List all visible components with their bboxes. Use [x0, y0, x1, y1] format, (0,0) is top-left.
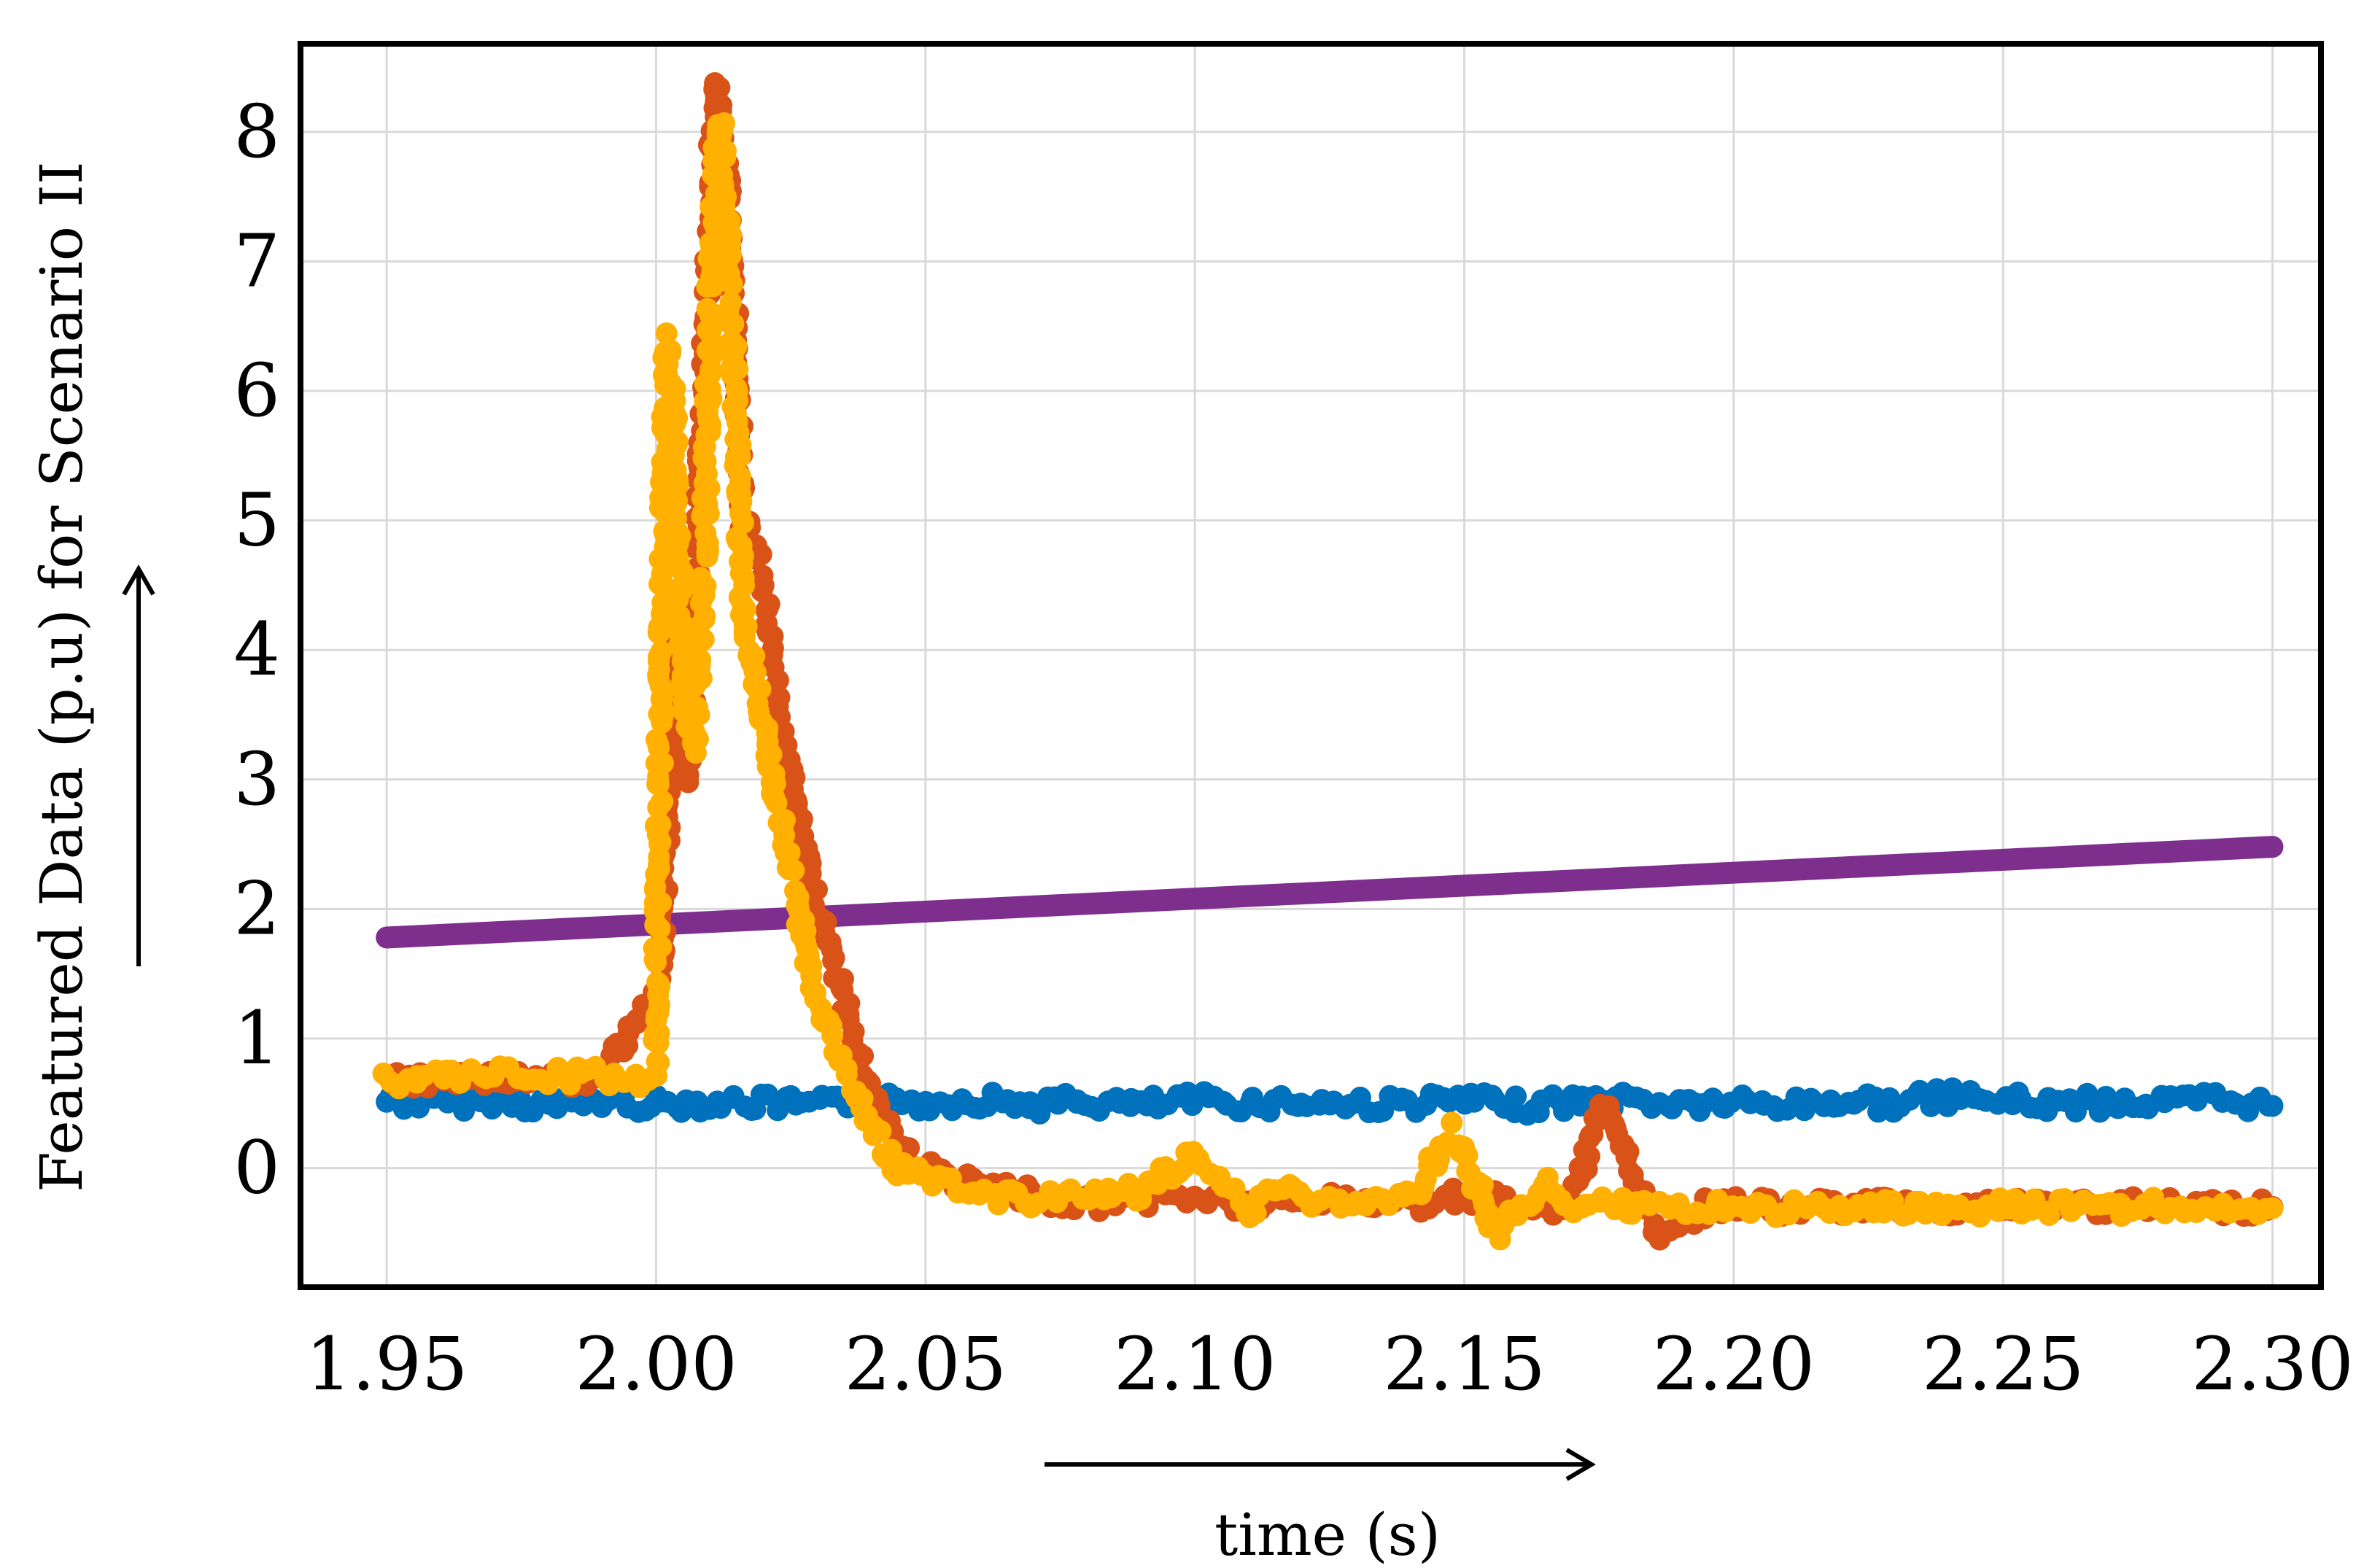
x-tick-label: 2.05 [845, 1321, 1007, 1407]
y-tick-label: 3 [233, 737, 280, 822]
series-line [376, 836, 2284, 949]
data-point [1244, 1202, 1267, 1224]
data-point [745, 677, 767, 699]
plot-frame [298, 41, 2324, 1290]
data-point [696, 298, 718, 320]
y-axis-arrow-head [122, 564, 155, 596]
data-point [699, 362, 721, 385]
y-tick-label: 1 [233, 995, 280, 1081]
x-tick-label: 2.15 [1383, 1321, 1546, 1407]
data-point [773, 824, 796, 847]
data-point [869, 1119, 892, 1142]
series-3 [372, 112, 2284, 1251]
y-tick-label: 0 [233, 1125, 280, 1211]
data-point [2261, 1197, 2284, 1219]
y-tick-label: 6 [233, 348, 280, 433]
data-point [694, 522, 717, 545]
data-point [651, 790, 674, 812]
data-point [672, 646, 694, 669]
data-point [1456, 1144, 1479, 1167]
tick-layer: 1.95 2.00 2.05 2.10 2.15 2.20 2.25 2.30 0 1 2 3 4 5 6 7… [233, 89, 2353, 1407]
data-point [1441, 1111, 1463, 1134]
data-point [732, 567, 755, 589]
data-point [647, 733, 670, 756]
data-point [722, 313, 745, 335]
data-point [823, 947, 845, 969]
data-point [714, 146, 737, 168]
data-point [689, 567, 712, 589]
data-layer [372, 72, 2284, 1251]
data-point [721, 273, 743, 296]
y-tick-label: 7 [233, 218, 280, 303]
data-point [2038, 1204, 2061, 1226]
data-point [650, 936, 673, 958]
x-tick-label: 2.25 [1922, 1321, 2085, 1407]
data-point [765, 792, 788, 815]
data-point [851, 1087, 874, 1110]
x-tick-label: 1.95 [306, 1321, 468, 1407]
data-point [659, 414, 681, 437]
data-point [1505, 1085, 1527, 1108]
x-tick-label: 2.20 [1653, 1321, 1816, 1407]
data-point [1908, 1079, 1931, 1102]
data-point [783, 859, 805, 882]
data-point [2261, 1095, 2284, 1117]
data-point [645, 815, 667, 837]
data-point [650, 640, 673, 663]
y-axis-label: Featured Data (p.u) for Scenario II [28, 161, 96, 1192]
data-point [1578, 1145, 1601, 1168]
data-point [656, 353, 679, 376]
x-axis-label: time (s) [1214, 1501, 1441, 1568]
series-1 [376, 836, 2284, 949]
x-tick-label: 2.00 [575, 1321, 737, 1407]
x-tick-label: 2.10 [1114, 1321, 1276, 1407]
x-tick-label: 2.30 [2191, 1321, 2354, 1407]
y-tick-label: 2 [233, 866, 280, 951]
data-point [821, 1025, 844, 1047]
data-point [743, 645, 766, 667]
grid-layer [301, 44, 2321, 1287]
data-point [1028, 1102, 1051, 1125]
data-point [648, 1051, 670, 1074]
data-point [655, 322, 678, 345]
y-tick-label: 8 [233, 89, 280, 174]
data-point [835, 1057, 858, 1080]
y-tick-label: 4 [233, 607, 280, 692]
data-point [686, 696, 708, 718]
x-axis-arrow-head [1565, 1448, 1596, 1481]
data-point [646, 971, 668, 993]
data-point [756, 1083, 779, 1106]
y-tick-label: 5 [233, 478, 280, 563]
